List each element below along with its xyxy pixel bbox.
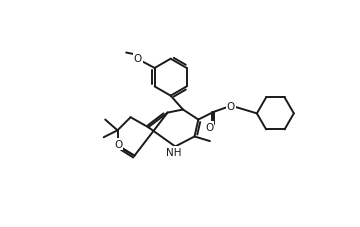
Text: O: O <box>205 123 213 133</box>
Text: NH: NH <box>166 147 181 157</box>
Text: O: O <box>226 101 235 111</box>
Text: O: O <box>114 140 122 150</box>
Text: O: O <box>134 54 142 64</box>
